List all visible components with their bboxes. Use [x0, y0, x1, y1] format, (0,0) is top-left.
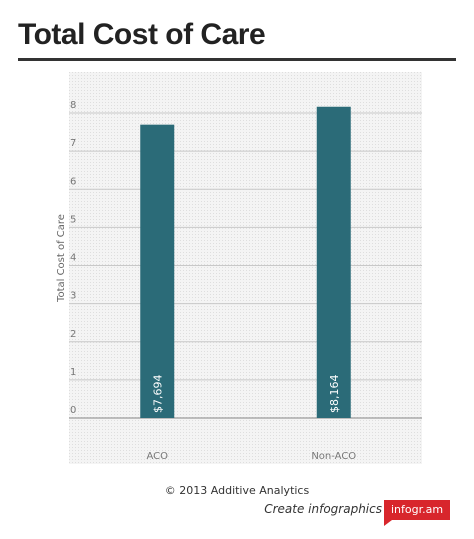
bar-non-aco [316, 106, 351, 418]
bar-chart: 0 1 2 3 4 5 6 7 8 $7,694 $8,164 ACO Non-ACO Total … [56, 72, 422, 464]
y-axis-ticks: 0 1 2 3 4 5 6 7 8 [70, 100, 76, 416]
title-underline [18, 58, 456, 61]
y-tick-label: 5 [70, 214, 76, 225]
bars: $7,694 $8,164 [140, 106, 351, 418]
data-label: $7,694 [151, 375, 164, 414]
x-tick-label: ACO [146, 451, 168, 462]
y-tick-label: 6 [70, 176, 76, 187]
x-axis-ticks: ACO Non-ACO [146, 451, 356, 462]
y-tick-label: 3 [70, 291, 76, 302]
y-tick-label: 0 [70, 405, 76, 416]
bar-aco [140, 124, 175, 418]
plot-background [69, 72, 422, 464]
badge-tail-shape [384, 520, 392, 526]
x-tick-label: Non-ACO [311, 451, 356, 462]
chart-title: Total Cost of Care [18, 18, 266, 51]
data-label: $8,164 [328, 375, 341, 414]
y-tick-label: 4 [70, 253, 76, 264]
create-infographics-link[interactable]: Create infographics [264, 502, 382, 516]
y-tick-label: 2 [70, 329, 76, 340]
y-tick-label: 7 [70, 138, 76, 149]
gridlines [69, 112, 422, 419]
y-tick-label: 8 [70, 100, 76, 111]
y-tick-label: 1 [70, 367, 76, 378]
copyright-text: © 2013 Additive Analytics [164, 484, 310, 497]
infogram-badge[interactable]: infogr.am [384, 500, 450, 520]
y-axis-label: Total Cost of Care [56, 214, 67, 303]
chart: 0 1 2 3 4 5 6 7 8 $7,694 $8,164 ACO Non-ACO Total … [56, 72, 422, 464]
